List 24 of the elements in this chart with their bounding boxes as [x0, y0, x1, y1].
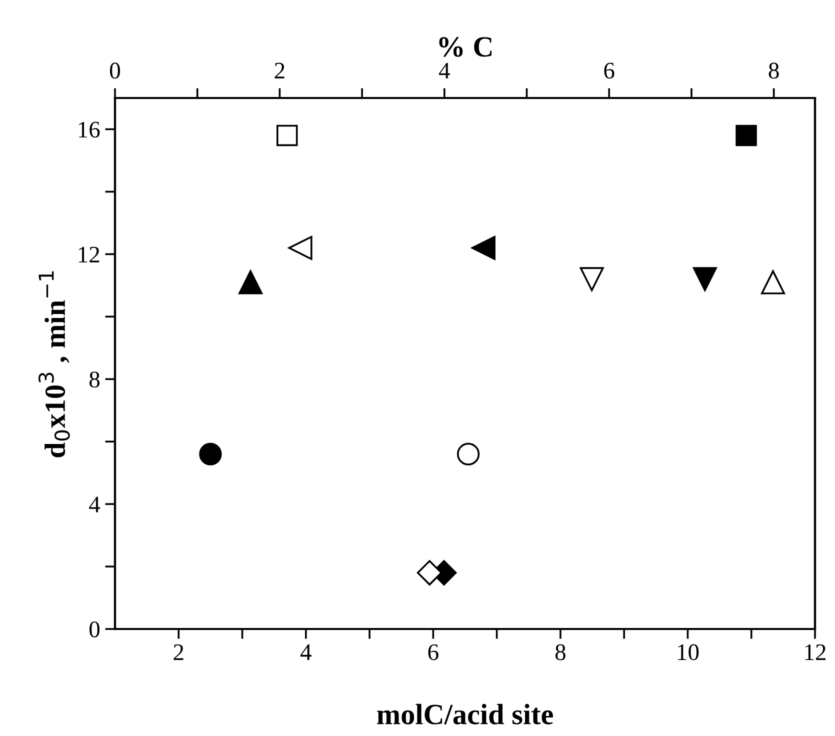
y-tick-label: 4 [89, 496, 100, 512]
x2-tick-label: 8 [768, 62, 779, 79]
y-tick-label: 12 [78, 246, 100, 262]
y-tick-label: 8 [90, 372, 100, 388]
x-tick-label: 4 [300, 644, 312, 660]
x-tick-label: 2 [174, 644, 184, 660]
point [238, 270, 263, 294]
x2-tick-label: 4 [438, 62, 450, 78]
x2-axis-title: % C [439, 37, 492, 57]
x-tick-label: 8 [555, 644, 566, 660]
y-axis-title: d$_{0}$x10$^{3}$ , min$^{−1}$ [38, 271, 70, 458]
x-tick-label: 6 [428, 644, 438, 660]
point [736, 124, 757, 146]
point [199, 442, 222, 466]
point [471, 236, 496, 260]
x2-tick-label: 2 [274, 62, 284, 78]
x2-tick-label: 0 [110, 62, 120, 79]
x-tick-label: 12 [805, 644, 826, 660]
point [692, 267, 717, 292]
y-tick-label: 0 [90, 621, 100, 638]
x-axis-title: molC/acid site [377, 704, 553, 724]
y-tick-label: 16 [78, 122, 100, 138]
x2-tick-label: 6 [604, 62, 614, 79]
x-tick-label: 10 [678, 644, 699, 660]
